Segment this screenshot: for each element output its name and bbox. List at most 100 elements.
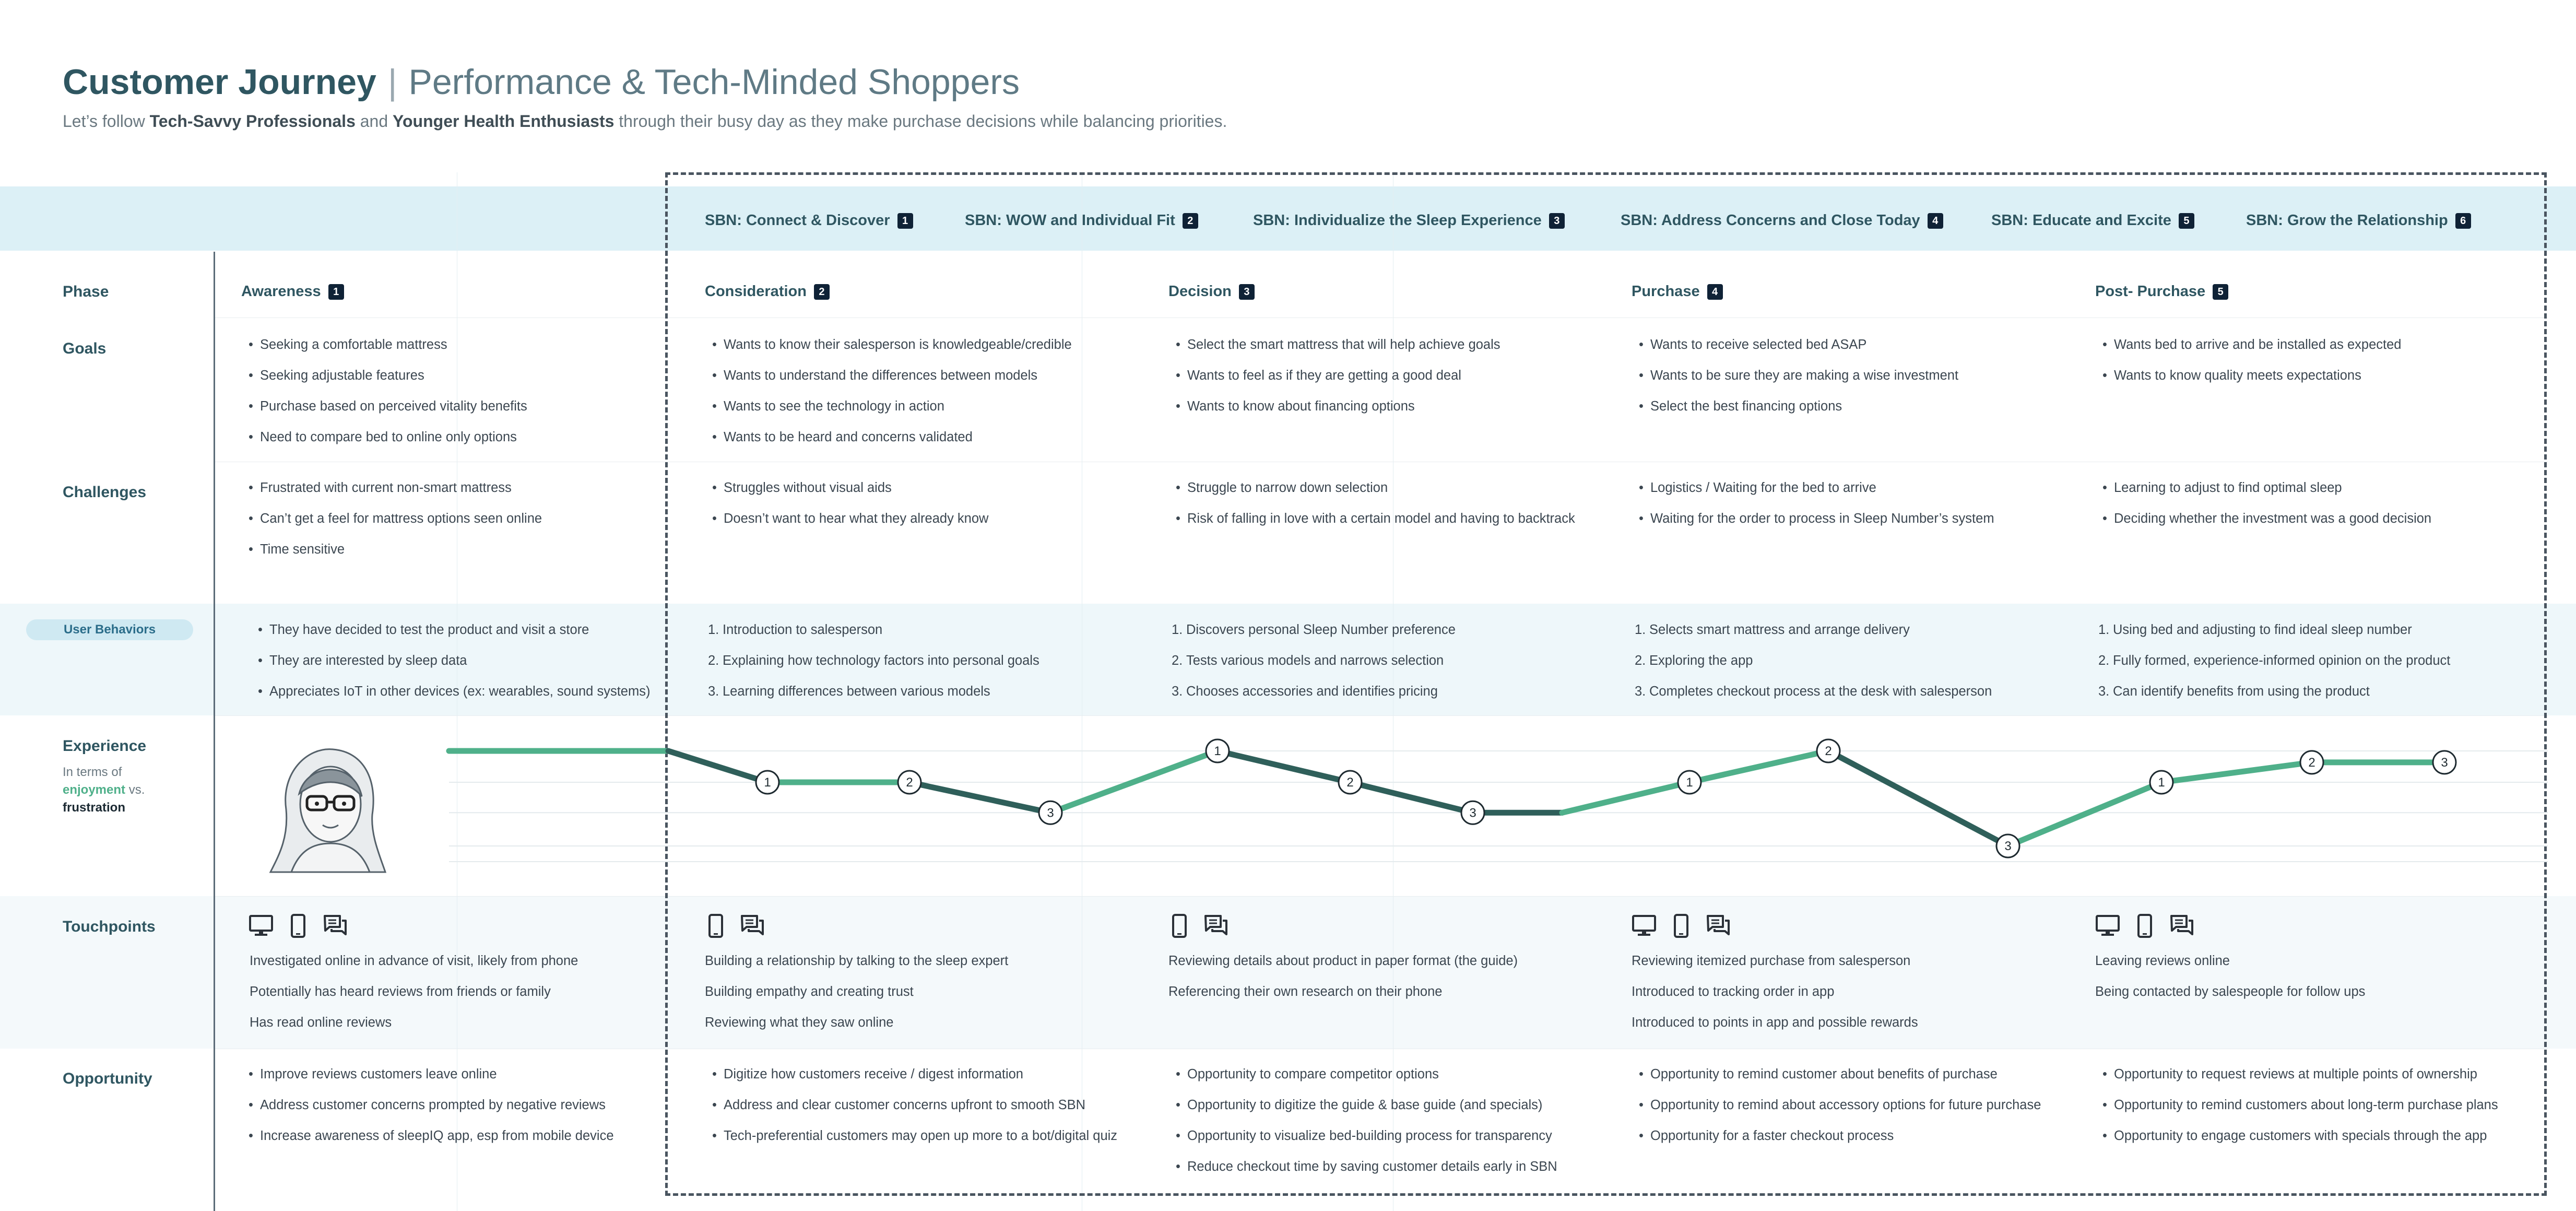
list-item: Building a relationship by talking to th… [705,954,1009,968]
page-subtitle: Let’s follow Tech-Savvy Professionals an… [63,112,1227,131]
list-item: Introduced to tracking order in app [1632,984,1835,999]
list-item: Logistics / Waiting for the bed to arriv… [1639,479,1994,510]
experience-segment [1559,779,1693,816]
list-item: Waiting for the order to process in Slee… [1639,510,1994,541]
touchpoints-consideration: Building a relationship by talking to th… [705,953,1008,1045]
challenges-decision: Struggle to narrow down selection Risk o… [1176,479,1575,541]
list-item: Frustrated with current non-smart mattre… [249,479,542,510]
experience-marker: 3 [1460,800,1485,825]
label-column-divider [214,252,215,1211]
list-item: Being contacted by salespeople for follo… [2095,984,2366,999]
experience-marker-circle [1816,738,1841,763]
experience-segment [2005,779,2165,849]
touchpoints-awareness: Investigated online in advance of visit,… [250,953,578,1045]
list-item: Investigated online in advance of visit,… [250,954,578,968]
list-item: Opportunity for a faster checkout proces… [1639,1127,2041,1158]
list-item: Opportunity to engage customers with spe… [2102,1127,2498,1158]
opportunity-awareness: Improve reviews customers leave online A… [249,1066,614,1158]
touchpoint-icons-consideration [708,914,779,940]
page-title: Customer Journey | Performance & Tech-Mind… [63,58,1020,105]
experience-marker-circle [1460,800,1485,825]
experience-marker-label: 3 [2004,839,2011,853]
touchpoints-band [0,896,2576,1049]
experience-marker: 1 [755,770,780,795]
experience-marker-circle [755,770,780,795]
experience-marker: 1 [1205,738,1230,763]
experience-marker-circle [1338,770,1363,795]
experience-marker-label: 1 [1214,744,1221,758]
experience-marker: 2 [2299,750,2324,775]
sbn-step-6: SBN: Grow the Relationship 6 [2246,212,2471,229]
experience-marker-circle [2149,770,2174,795]
row-label-challenges: Challenges [63,484,147,501]
list-item: Opportunity to visualize bed-building pr… [1176,1127,1557,1158]
experience-marker-circle [1038,800,1063,825]
row-divider [214,715,2548,716]
experience-marker-label: 2 [1825,744,1831,758]
experience-marker: 2 [1816,738,1841,763]
touchpoints-post-purchase: Leaving reviews online Being contacted b… [2095,953,2365,1014]
list-item: Potentially has heard reviews from frien… [250,984,551,999]
experience-marker-label: 1 [764,775,771,790]
phone-icon [2137,914,2153,940]
row-label-touchpoints: Touchpoints [63,918,156,935]
row-divider [214,896,2548,897]
experience-marker-circle [1677,770,1702,795]
experience-segment [1825,748,2011,849]
list-item: Leaving reviews online [2095,954,2230,968]
legend-frustration: frustration [63,801,125,815]
behaviors-purchase: 1. Selects smart mattress and arrange del… [1635,621,1992,714]
list-item: Purchase based on perceived vitality ben… [249,398,527,429]
list-item: Building empathy and creating trust [705,984,914,999]
list-item: Doesn’t want to hear what they already k… [712,510,988,541]
row-label-phase: Phase [63,283,109,300]
experience-marker-circle [1205,738,1230,763]
list-item: Address and clear customer concerns upfr… [712,1097,1117,1127]
experience-chart: 1 2 3 1 2 3 1 2 3 1 2 3 [446,738,2548,862]
experience-marker-circle [2299,750,2324,775]
legend-vs: vs. [125,783,145,797]
experience-marker-label: 1 [1686,775,1693,790]
list-item: Wants to be heard and concerns validated [712,429,1072,460]
list-item: Wants to be sure they are making a wise … [1639,367,1958,398]
persona-2: Younger Health Enthusiasts [393,112,615,131]
list-item: 3. Learning differences between various m… [708,684,990,699]
list-item: Time sensitive [249,541,542,572]
list-item: Select the smart mattress that will help… [1176,336,1500,367]
list-item: 1. Using bed and adjusting to find ideal … [2098,622,2412,637]
challenges-purchase: Logistics / Waiting for the bed to arriv… [1639,479,1994,541]
list-item: Improve reviews customers leave online [249,1066,614,1097]
experience-marker-label: 2 [906,775,913,790]
phase-consideration: Consideration 2 [705,283,830,300]
sbn-step-2: SBN: WOW and Individual Fit 2 [965,212,1198,229]
title-subject: Performance & Tech-Minded Shoppers [408,62,1020,102]
phase-awareness: Awareness 1 [241,283,344,300]
phase-badge: 2 [813,284,830,300]
list-item: Reviewing details about product in paper… [1168,954,1518,968]
behaviors-consideration: 1. Introduction to salesperson 2. Explaini… [708,621,1039,714]
desktop-icon [2095,914,2120,940]
list-item: Digitize how customers receive / digest … [712,1066,1117,1097]
list-item: Wants to understand the differences betw… [712,367,1072,398]
sbn-step-5: SBN: Educate and Excite 5 [1991,212,2194,229]
list-item: Wants to receive selected bed ASAP [1639,336,1958,367]
list-item: Increase awareness of sleepIQ app, esp f… [249,1127,614,1158]
list-item: 2. Fully formed, experience-informed opin… [2098,653,2451,668]
list-item: They are interested by sleep data [258,652,650,683]
touchpoints-decision: Reviewing details about product in paper… [1168,953,1518,1014]
sbn-step-4: SBN: Address Concerns and Close Today 4 [1621,212,1943,229]
behaviors-decision: 1. Discovers personal Sleep Number prefer… [1172,621,1456,714]
experience-segment [665,748,771,785]
touchpoint-icons-post-purchase [2095,914,2208,940]
experience-segment [1214,748,1353,785]
sbn-badge: 1 [897,213,913,229]
experience-segment [1347,779,1476,816]
persona-avatar [269,748,387,873]
list-item: Select the best financing options [1639,398,1958,429]
experience-marker-label: 3 [2441,756,2448,770]
experience-marker-label: 2 [1346,775,1353,790]
list-item: Reviewing what they saw online [705,1015,894,1030]
experience-segment [1047,748,1221,816]
sbn-badge: 2 [1182,213,1198,229]
goals-awareness: Seeking a comfortable mattress Seeking a… [249,336,527,460]
